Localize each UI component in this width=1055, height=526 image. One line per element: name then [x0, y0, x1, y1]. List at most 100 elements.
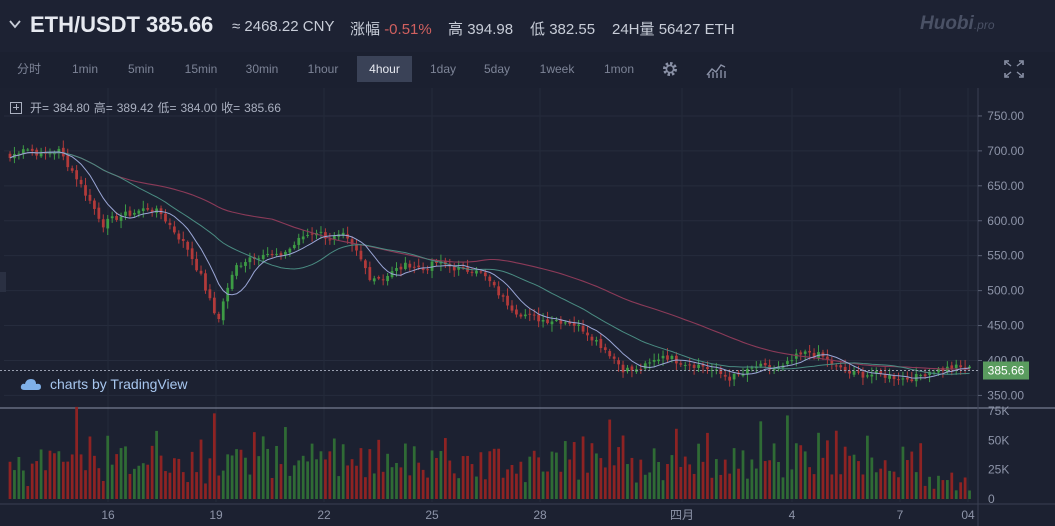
- tab-timeframe-1day[interactable]: 1day: [429, 62, 457, 76]
- time-tick-label: 04: [961, 508, 975, 522]
- chevron-down-icon[interactable]: [8, 17, 22, 31]
- volume-bar: [257, 456, 261, 499]
- scroll-handle[interactable]: [0, 272, 6, 292]
- tab-timeframe-1min[interactable]: 1min: [71, 62, 98, 76]
- candle-body: [608, 351, 612, 357]
- volume-bar: [21, 470, 25, 499]
- volume-bar: [248, 474, 252, 499]
- tradingview-watermark[interactable]: charts by TradingView: [20, 376, 187, 392]
- volume-bar: [937, 475, 940, 499]
- gear-icon[interactable]: [661, 60, 679, 78]
- volume-bar: [612, 465, 616, 499]
- time-tick-label: 28: [533, 508, 547, 522]
- volume-bar: [61, 461, 65, 499]
- volume-bar: [888, 470, 891, 499]
- indicators-icon[interactable]: [706, 61, 726, 79]
- candle-body: [701, 364, 705, 367]
- price-tick-label: 500.00: [987, 284, 1024, 298]
- volume-bar: [199, 439, 203, 499]
- tab-timeframe-4hour[interactable]: 4hour: [357, 56, 412, 82]
- candle-body: [133, 212, 136, 215]
- candle-body: [523, 314, 527, 317]
- candle-body: [750, 367, 754, 369]
- candle-body: [257, 258, 261, 260]
- tab-timeframe-1week[interactable]: 1week: [539, 62, 575, 76]
- price-chart[interactable]: 750.00 700.00 650.00 600.00 550.00 500.00 450.…: [0, 88, 1055, 526]
- candle-body: [204, 273, 207, 291]
- tab-timeframe-5day[interactable]: 5day: [483, 62, 511, 76]
- volume-bar: [301, 455, 305, 499]
- candle-body: [839, 365, 843, 368]
- volume-bar: [412, 446, 416, 499]
- candle-body: [403, 262, 407, 269]
- volume-bar: [910, 451, 914, 499]
- trading-pair[interactable]: ETH/USDT: [30, 12, 140, 37]
- volume-bar: [714, 459, 718, 499]
- volume-bar: [488, 451, 492, 499]
- tab-timeframe-5min[interactable]: 5min: [127, 62, 154, 76]
- volume-bar: [381, 471, 385, 499]
- volume-bar: [475, 476, 478, 499]
- candle-body: [297, 237, 301, 245]
- volume-bar: [883, 460, 887, 499]
- change-value: -0.51%: [384, 21, 432, 38]
- volume-bar: [172, 458, 176, 499]
- volume-bar: [8, 461, 12, 499]
- volume-bar: [723, 459, 727, 499]
- candle-body: [53, 153, 56, 155]
- candle-body: [950, 365, 954, 370]
- tab-timeframe-30min[interactable]: 30min: [245, 62, 279, 76]
- volume-bar: [790, 469, 794, 499]
- volume-bar: [710, 477, 714, 499]
- volume-bar: [452, 473, 456, 499]
- cloud-icon: [20, 379, 41, 390]
- candle-body: [834, 365, 838, 367]
- volume-bar: [652, 448, 656, 499]
- candle-body: [532, 314, 536, 316]
- volume-bar: [670, 455, 674, 499]
- candle-body: [510, 305, 514, 311]
- fullscreen-icon[interactable]: [1004, 60, 1024, 78]
- candle-body: [799, 352, 803, 355]
- candle-body: [648, 362, 652, 364]
- volume-bar: [30, 463, 34, 499]
- volume-bar: [857, 461, 860, 499]
- logo-sub: .pro: [973, 18, 995, 32]
- volume-bar: [288, 475, 292, 499]
- volume-bar: [190, 451, 194, 499]
- volume-bar: [310, 443, 314, 499]
- candle-body: [643, 363, 647, 369]
- timeframe-toolbar: 分时 1min 5min 15min 30min 1hour 4hour 1da…: [0, 54, 1055, 84]
- volume-bar: [110, 464, 114, 499]
- volume-bar: [284, 427, 287, 499]
- volume-bar: [417, 462, 421, 499]
- price-tick-label: 650.00: [987, 179, 1024, 193]
- tab-timeframe-1hour[interactable]: 1hour: [307, 62, 339, 76]
- ma-line-mid: [9, 151, 970, 375]
- candle-body: [288, 248, 292, 253]
- volume-bar: [364, 477, 367, 499]
- candle-body: [550, 321, 554, 325]
- volume-bar: [457, 478, 461, 499]
- candle-body: [186, 241, 190, 250]
- volume-bar: [945, 480, 949, 499]
- volume-bar: [737, 468, 740, 499]
- chart-area[interactable]: 750.00 700.00 650.00 600.00 550.00 500.00 450.…: [0, 88, 1055, 526]
- volume-bar: [532, 450, 536, 499]
- candle-body: [386, 275, 389, 282]
- volume-bar: [479, 452, 483, 499]
- tab-timeframe-timeline[interactable]: 分时: [16, 62, 41, 76]
- candle-body: [452, 266, 456, 271]
- tab-timeframe-15min[interactable]: 15min: [184, 62, 218, 76]
- tab-timeframe-1mon[interactable]: 1mon: [603, 62, 635, 76]
- candle-body: [172, 226, 176, 233]
- volume-bar: [541, 471, 545, 499]
- candle-body: [84, 185, 87, 196]
- volume-bar: [492, 448, 496, 499]
- candle-body: [923, 374, 927, 377]
- collapse-toggle-icon[interactable]: [10, 101, 22, 114]
- candle-body: [599, 338, 603, 349]
- volume-bar: [150, 445, 154, 499]
- volume-bar: [968, 490, 971, 499]
- volume-bar: [826, 440, 829, 499]
